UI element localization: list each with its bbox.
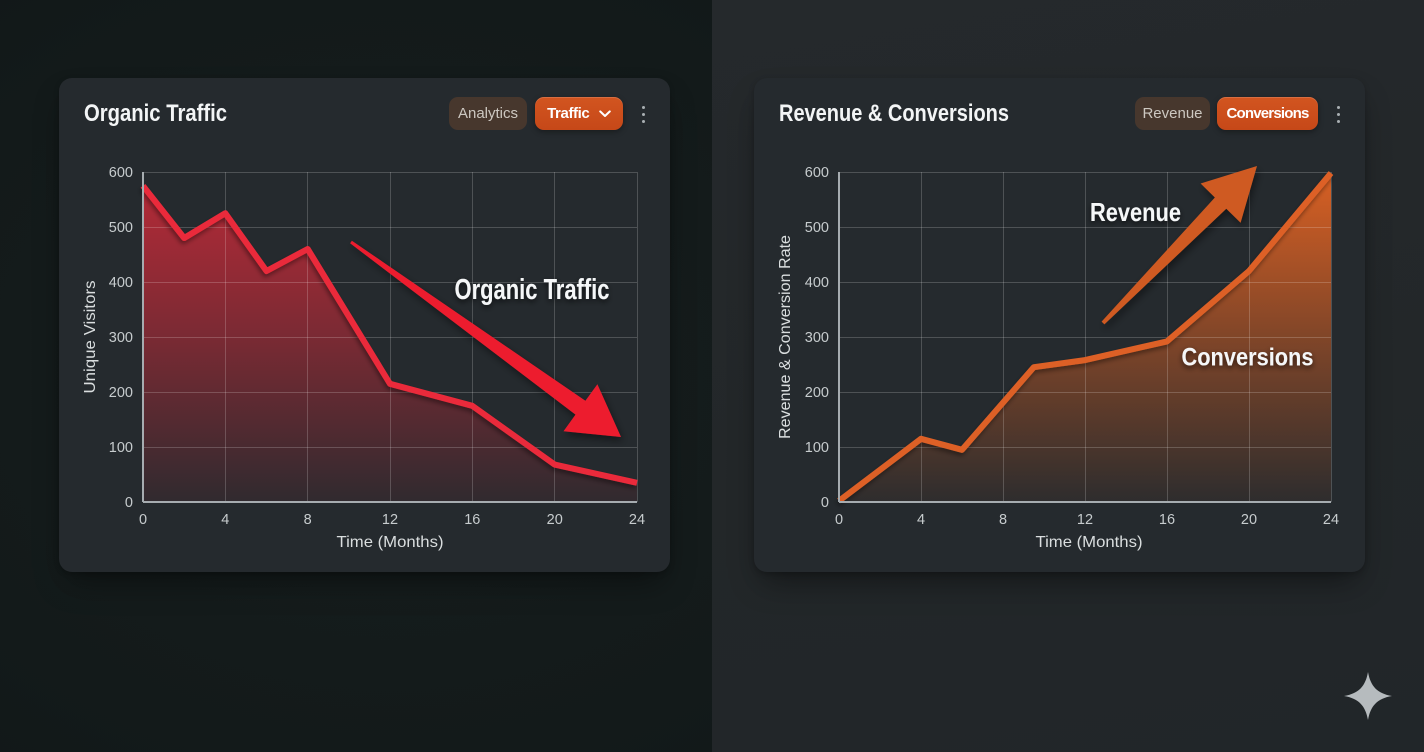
svg-text:600: 600 — [109, 165, 133, 181]
svg-text:0: 0 — [139, 512, 147, 528]
svg-text:12: 12 — [1077, 512, 1093, 528]
svg-text:0: 0 — [835, 512, 843, 528]
svg-text:Organic Traffic: Organic Traffic — [455, 274, 610, 306]
svg-text:24: 24 — [1323, 512, 1339, 528]
svg-text:300: 300 — [109, 330, 133, 346]
svg-text:Organic Traffic: Organic Traffic — [84, 100, 227, 127]
svg-text:Time (Months): Time (Months) — [337, 534, 444, 551]
svg-text:24: 24 — [629, 512, 645, 528]
svg-text:Revenue & Conversions: Revenue & Conversions — [779, 100, 1009, 127]
svg-text:Revenue: Revenue — [1090, 197, 1181, 227]
svg-text:500: 500 — [109, 220, 133, 236]
svg-text:400: 400 — [805, 275, 829, 291]
svg-text:4: 4 — [221, 512, 229, 528]
svg-text:8: 8 — [999, 512, 1007, 528]
svg-text:100: 100 — [805, 440, 829, 456]
svg-text:600: 600 — [805, 165, 829, 181]
svg-text:8: 8 — [304, 512, 312, 528]
svg-text:16: 16 — [1159, 512, 1175, 528]
svg-text:20: 20 — [547, 512, 563, 528]
svg-text:0: 0 — [821, 495, 829, 511]
svg-text:200: 200 — [109, 385, 133, 401]
svg-text:0: 0 — [125, 495, 133, 511]
svg-text:200: 200 — [805, 385, 829, 401]
svg-text:16: 16 — [464, 512, 480, 528]
svg-text:Conversions: Conversions — [1182, 344, 1314, 372]
svg-text:20: 20 — [1241, 512, 1257, 528]
svg-text:100: 100 — [109, 440, 133, 456]
svg-text:12: 12 — [382, 512, 398, 528]
svg-text:4: 4 — [917, 512, 925, 528]
svg-text:Revenue & Conversion Rate: Revenue & Conversion Rate — [777, 235, 794, 439]
svg-text:400: 400 — [109, 275, 133, 291]
svg-text:300: 300 — [805, 330, 829, 346]
svg-text:500: 500 — [805, 220, 829, 236]
svg-text:Unique Visitors: Unique Visitors — [82, 281, 99, 394]
svg-text:Time (Months): Time (Months) — [1036, 534, 1143, 551]
